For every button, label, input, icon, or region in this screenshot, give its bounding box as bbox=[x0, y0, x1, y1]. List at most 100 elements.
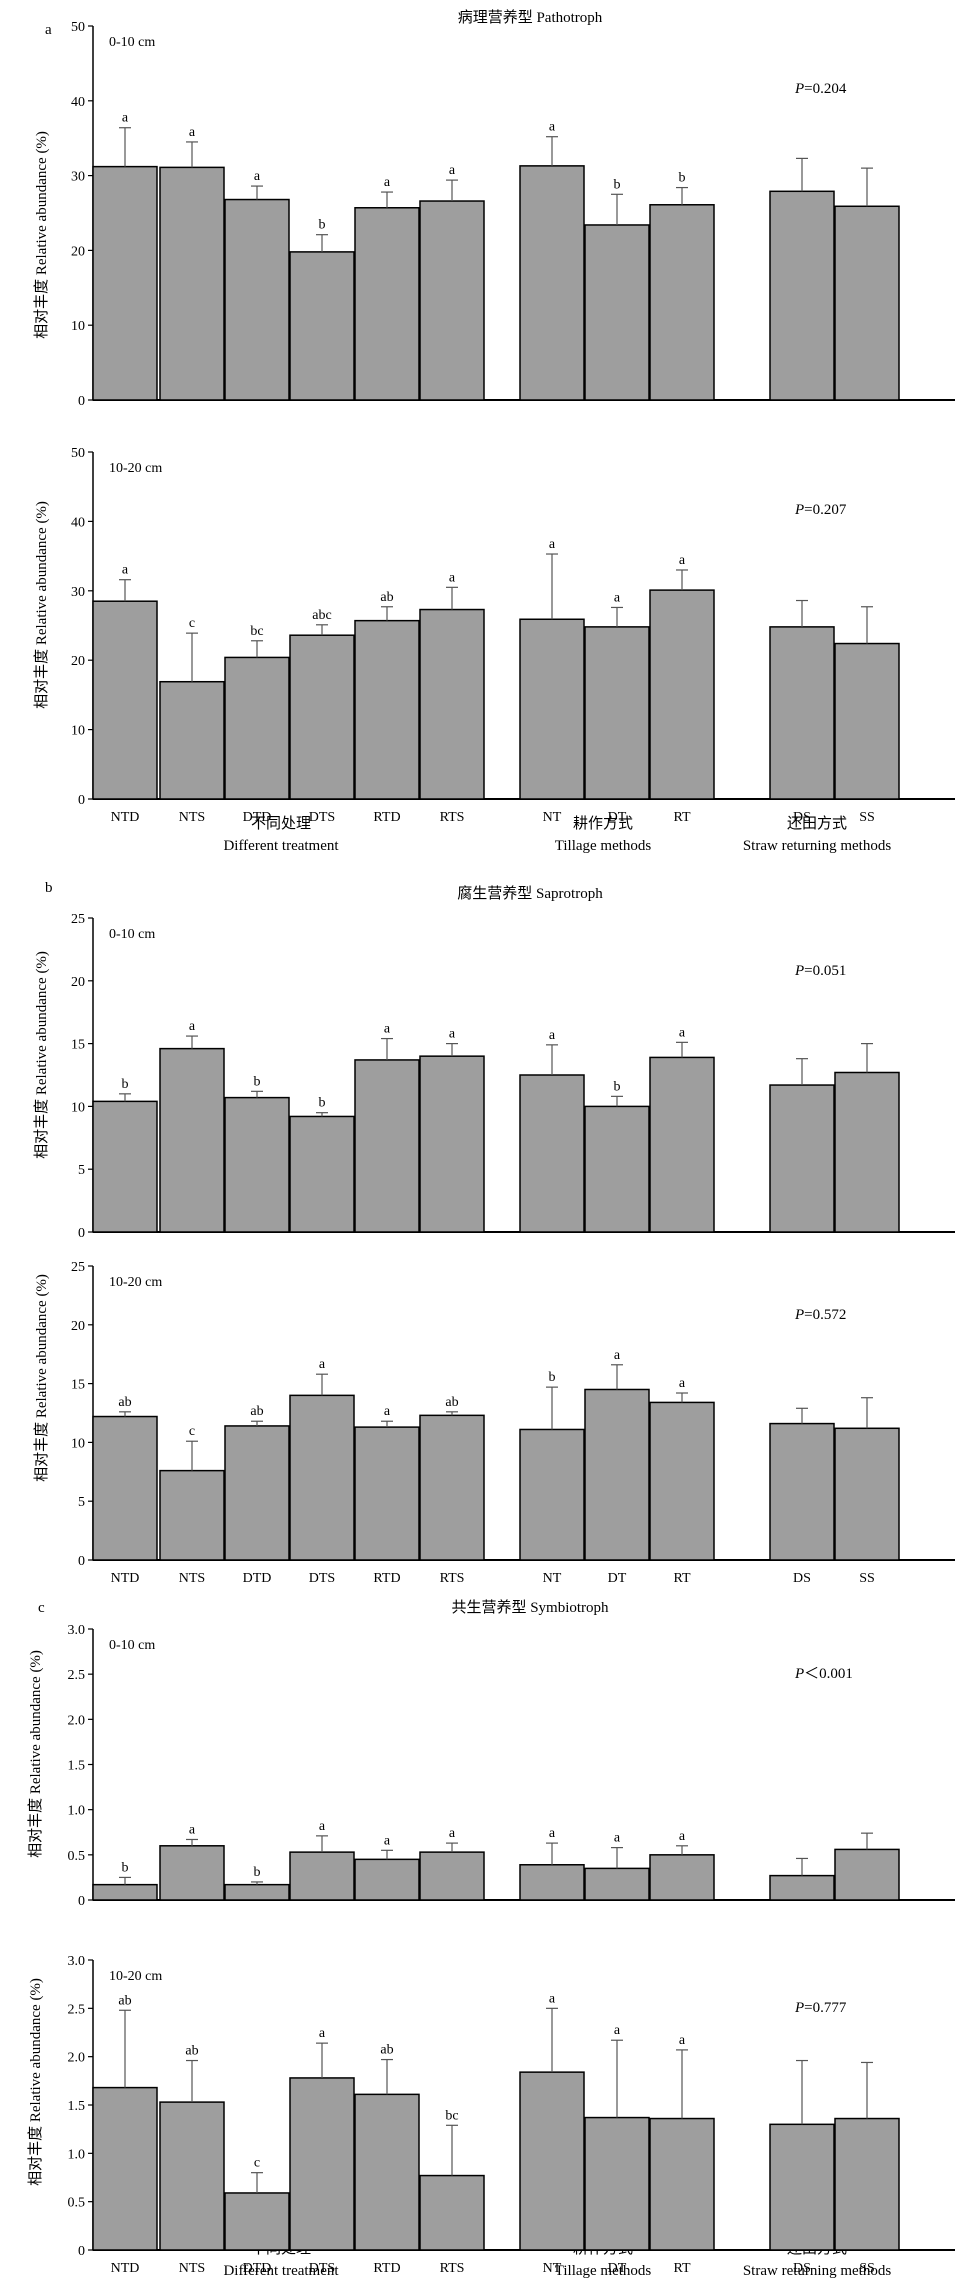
significance-letter: b bbox=[254, 1074, 261, 1089]
group-label-treatment-en-bottom: Different treatment bbox=[223, 2263, 339, 2279]
y-tick-label: 10 bbox=[71, 1100, 85, 1115]
significance-letter: b bbox=[614, 177, 621, 192]
significance-letter: b bbox=[319, 218, 326, 233]
depth-label: 0-10 cm bbox=[109, 927, 155, 942]
ylabel-panel-c1: 相对丰度 Relative abundance (%) bbox=[27, 1650, 44, 1858]
ylabel-panel-b2: 相对丰度 Relative abundance (%) bbox=[33, 1274, 50, 1482]
bar-ntd bbox=[92, 1100, 158, 1233]
group-label-straw-en: Straw returning methods bbox=[743, 838, 891, 854]
y-tick-label: 0 bbox=[78, 2244, 85, 2259]
significance-letter: ab bbox=[445, 1395, 458, 1410]
bar-dt bbox=[584, 1867, 650, 1901]
p-value: P=0.572 bbox=[794, 1307, 846, 1323]
significance-letter: a bbox=[549, 1991, 556, 2006]
group-label-treatment-cn: 不同处理 bbox=[251, 815, 311, 832]
y-tick-label: 1.5 bbox=[68, 1759, 86, 1774]
p-value: P=0.204 bbox=[794, 81, 847, 97]
bar-ntd bbox=[92, 1883, 158, 1901]
section-a-title: 病理营养型 Pathotroph bbox=[458, 9, 603, 26]
y-tick-label: 15 bbox=[71, 1038, 85, 1053]
bar-dtd bbox=[224, 1883, 290, 1901]
y-tick-label: 25 bbox=[71, 1260, 85, 1275]
y-tick-label: 3.0 bbox=[68, 1623, 86, 1638]
bar-rts bbox=[419, 2174, 485, 2251]
bar-ss bbox=[834, 205, 900, 401]
x-tick-label: NTS bbox=[179, 2261, 205, 2276]
bar-rtd bbox=[354, 1426, 420, 1561]
bar-nt bbox=[519, 1864, 585, 1901]
significance-letter: a bbox=[614, 1348, 621, 1363]
bar-rtd bbox=[354, 619, 420, 800]
y-tick-label: 2.0 bbox=[68, 2051, 86, 2066]
significance-letter: a bbox=[189, 1019, 196, 1034]
bar-nt bbox=[519, 2071, 585, 2251]
bar-dt bbox=[584, 1105, 650, 1233]
y-tick-label: 15 bbox=[71, 1378, 85, 1393]
bar-nts bbox=[159, 2101, 225, 2251]
bar-rt bbox=[649, 2117, 715, 2251]
y-tick-label: 0 bbox=[78, 1894, 85, 1909]
bar-ds bbox=[769, 626, 835, 800]
y-tick-label: 10 bbox=[71, 319, 85, 334]
significance-letter: a bbox=[679, 2033, 686, 2048]
depth-label: 0-10 cm bbox=[109, 35, 155, 50]
bar-dt bbox=[584, 1388, 650, 1561]
significance-letter: a bbox=[122, 111, 129, 126]
x-tick-label: NTS bbox=[179, 1571, 205, 1586]
y-tick-label: 0 bbox=[78, 394, 85, 409]
x-tick-label: NT bbox=[543, 1571, 562, 1586]
y-tick-label: 0 bbox=[78, 1226, 85, 1241]
p-value: P=0.777 bbox=[794, 2000, 847, 2016]
significance-letter: bc bbox=[445, 2108, 458, 2123]
bar-ss bbox=[834, 1071, 900, 1233]
y-tick-label: 10 bbox=[71, 1436, 85, 1451]
significance-letter: a bbox=[679, 1829, 686, 1844]
x-tick-label: DT bbox=[608, 810, 627, 825]
significance-letter: a bbox=[449, 163, 456, 178]
depth-label: 10-20 cm bbox=[109, 1275, 162, 1290]
bar-ss bbox=[834, 1848, 900, 1901]
group-label-tillage-cn: 耕作方式 bbox=[573, 814, 633, 832]
significance-letter: c bbox=[254, 2156, 260, 2171]
bar-rts bbox=[419, 608, 485, 800]
x-tick-label: SS bbox=[859, 1571, 875, 1586]
y-tick-label: 0.5 bbox=[68, 1849, 86, 1864]
significance-letter: a bbox=[319, 1357, 326, 1372]
bar-nts bbox=[159, 1047, 225, 1233]
bar-rt bbox=[649, 1854, 715, 1901]
bar-dt bbox=[584, 2116, 650, 2251]
x-tick-label: RTD bbox=[373, 810, 400, 825]
x-tick-label: DTD bbox=[243, 1571, 272, 1586]
x-tick-label: DTD bbox=[243, 810, 272, 825]
bar-dt bbox=[584, 626, 650, 800]
significance-letter: a bbox=[549, 120, 556, 135]
y-tick-label: 0 bbox=[78, 793, 85, 808]
significance-letter: a bbox=[449, 1826, 456, 1841]
significance-letter: a bbox=[679, 1376, 686, 1391]
significance-letter: ab bbox=[380, 2043, 393, 2058]
x-tick-label: DS bbox=[793, 810, 811, 825]
bar-nt bbox=[519, 165, 585, 401]
group-label-tillage-en-bottom: Tillage methods bbox=[555, 2263, 652, 2279]
bar-nts bbox=[159, 166, 225, 401]
y-tick-label: 2.5 bbox=[68, 2002, 86, 2017]
x-tick-label: DT bbox=[608, 2261, 627, 2276]
y-tick-label: 2.5 bbox=[68, 1668, 86, 1683]
bar-ss bbox=[834, 642, 900, 800]
significance-letter: b bbox=[122, 1860, 129, 1875]
panel-0: 0 10 20 30 40 50 0-10 cm a a a b a a a b b P=0.204 bbox=[71, 20, 955, 409]
x-tick-label: NTD bbox=[111, 2261, 140, 2276]
bar-ds bbox=[769, 1084, 835, 1233]
bar-dts bbox=[289, 2077, 355, 2251]
panel-5: 0 0.5 1.0 1.5 2.0 2.5 3.0 10-20 cm ab NTD ab NTS c DT… bbox=[68, 1954, 955, 2276]
bar-ds bbox=[769, 2123, 835, 2251]
ylabel-panel-a2: 相对丰度 Relative abundance (%) bbox=[33, 501, 50, 709]
group-label-treatment-en: Different treatment bbox=[223, 838, 339, 854]
x-tick-label: NTD bbox=[111, 810, 140, 825]
significance-letter: a bbox=[319, 1819, 326, 1834]
bar-ds bbox=[769, 1874, 835, 1901]
y-tick-label: 0 bbox=[78, 1554, 85, 1569]
bar-dtd bbox=[224, 198, 290, 401]
y-tick-label: 30 bbox=[71, 585, 85, 600]
significance-letter: b bbox=[254, 1865, 261, 1880]
